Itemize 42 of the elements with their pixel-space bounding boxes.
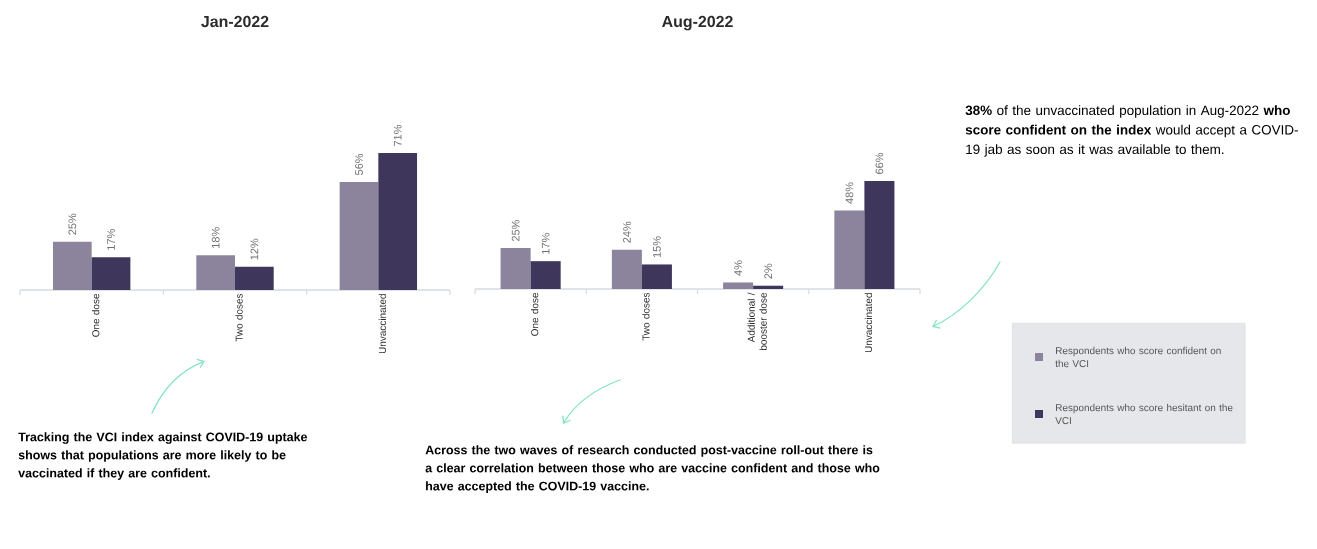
bar	[611, 249, 642, 289]
bar	[723, 282, 754, 289]
data-label: 24%	[623, 221, 631, 243]
bar	[339, 181, 379, 290]
data-label: 25%	[511, 220, 520, 242]
x-tick-label: Unvaccinated	[864, 293, 873, 353]
bar	[378, 153, 418, 290]
text: 38% of the unvaccinated population in Aug-2022 who score confident on the index would accept a COVID-19 jab as soon as it was available to them.	[965, 105, 1298, 157]
bar	[52, 241, 92, 290]
data-label: 15%	[653, 236, 661, 258]
x-tick-label: Two doses	[235, 293, 243, 342]
chart-title: Aug-2022	[662, 15, 733, 31]
bar	[864, 181, 895, 289]
text: Tracking the VCI index against COVID-19 uptake shows that populations are more likely to be vaccinated if they are confident.	[18, 432, 308, 480]
x-tick-label: Unvaccinated	[378, 294, 386, 354]
x-tick-label: One dose	[530, 292, 539, 336]
data-label: 17%	[107, 229, 115, 250]
legend-label: Respondents who score confident on the VCI	[1055, 346, 1221, 368]
text: Across the two waves of research conducted post-vaccine roll-out there is a clear correlation between those who are vaccine confident and those who have accepted the COVID-19 vaccine.	[425, 445, 880, 493]
x-tick-label: Two doses	[642, 292, 650, 341]
data-label: 12%	[250, 238, 259, 260]
legend-label: Respondents who score hesitant on the VCI	[1055, 403, 1233, 425]
bar	[641, 264, 672, 289]
data-label: 48%	[845, 182, 854, 204]
bar	[753, 285, 784, 289]
bar	[500, 248, 531, 289]
data-label: 56%	[355, 153, 363, 175]
bar	[235, 266, 274, 290]
data-label: 18%	[211, 227, 220, 248]
data-label: 25%	[68, 213, 77, 235]
bar	[196, 255, 235, 290]
x-tick-label: Additional / booster dose	[747, 292, 767, 351]
bar	[530, 261, 561, 289]
x-tick-label: One dose	[92, 293, 100, 337]
data-label: 4%	[734, 260, 742, 276]
data-label: 71%	[393, 124, 402, 146]
chart-title: Jan-2022	[201, 15, 269, 28]
data-label: 17%	[541, 233, 550, 254]
bar	[834, 210, 865, 289]
bar	[91, 257, 131, 290]
data-label: 2%	[764, 263, 773, 279]
data-label: 66%	[875, 152, 884, 174]
